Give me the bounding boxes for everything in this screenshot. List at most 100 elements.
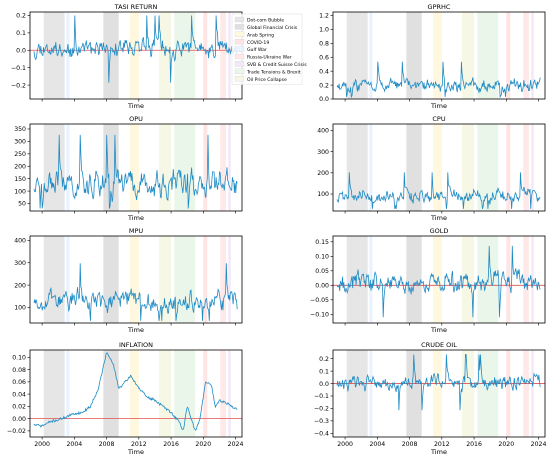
y-tick-label: −0.1 bbox=[314, 393, 329, 400]
shaded-period-0 bbox=[43, 236, 65, 323]
series-line bbox=[33, 352, 238, 431]
shaded-period-0 bbox=[346, 350, 368, 437]
y-tick-label: −0.2 bbox=[314, 406, 329, 413]
y-tick-label: −0.10 bbox=[310, 312, 329, 319]
shaded-period-5 bbox=[174, 12, 196, 99]
x-axis-label: Time bbox=[430, 102, 447, 110]
x-axis-label: Time bbox=[127, 326, 144, 334]
shaded-period-4 bbox=[461, 12, 475, 99]
shaded-period-8 bbox=[228, 350, 231, 437]
panel-0: TASI RETURN −0.2 −0.1 0.0 0.1 0.2 Time bbox=[11, 3, 243, 110]
x-tick-label: 2008 bbox=[99, 441, 115, 448]
shaded-period-3 bbox=[432, 12, 442, 99]
shaded-period-6 bbox=[203, 124, 208, 211]
legend-swatch bbox=[234, 53, 245, 60]
chart-title: INFLATION bbox=[119, 341, 153, 349]
shaded-period-6 bbox=[506, 12, 511, 99]
legend-swatch bbox=[234, 31, 245, 37]
y-tick-label: −0.02 bbox=[7, 428, 26, 435]
plot-frame bbox=[332, 123, 546, 212]
shaded-period-0 bbox=[43, 12, 65, 99]
shaded-period-2 bbox=[406, 12, 422, 99]
shaded-period-4 bbox=[461, 350, 475, 437]
shaded-period-6 bbox=[506, 350, 511, 437]
shaded-period-0 bbox=[346, 12, 368, 99]
shaded-period-2 bbox=[103, 350, 119, 437]
series-line bbox=[336, 245, 541, 318]
chart-title: OPU bbox=[129, 115, 143, 123]
panel-7: CRUDE OIL −0.4 −0.3 −0.2 −0.1 0.0 0.1 0.2 2000 20… bbox=[314, 341, 547, 456]
y-tick-label: 300 bbox=[14, 260, 26, 267]
y-tick-label: 0.15 bbox=[315, 239, 329, 246]
shaded-period-3 bbox=[129, 350, 139, 437]
y-tick-label: 350 bbox=[14, 126, 26, 133]
y-tick-label: 0.0 bbox=[319, 381, 329, 388]
y-tick-label: 0.2 bbox=[319, 356, 329, 363]
x-tick-label: 2000 bbox=[337, 441, 353, 448]
y-tick-label: 300 bbox=[14, 139, 26, 146]
chart-title: CRUDE OIL bbox=[421, 341, 457, 349]
chart-title: GOLD bbox=[430, 227, 449, 235]
x-tick-label: 2020 bbox=[498, 441, 514, 448]
shaded-period-1 bbox=[369, 12, 373, 99]
y-tick-label: 200 bbox=[317, 170, 329, 177]
shaded-period-7 bbox=[523, 350, 529, 437]
shaded-period-2 bbox=[406, 124, 422, 211]
plot-frame bbox=[29, 123, 243, 212]
shaded-period-3 bbox=[432, 124, 442, 211]
y-tick-label: 1.2 bbox=[319, 13, 329, 20]
x-tick-label: 2004 bbox=[66, 441, 82, 448]
series-line bbox=[336, 172, 541, 210]
legend-swatch bbox=[234, 39, 245, 45]
shaded-period-2 bbox=[406, 350, 422, 437]
y-tick-label: 150 bbox=[14, 176, 26, 183]
shaded-period-8 bbox=[531, 124, 534, 211]
y-tick-label: 200 bbox=[14, 163, 26, 170]
shaded-period-3 bbox=[432, 350, 442, 437]
chart-title: CPU bbox=[432, 115, 445, 123]
y-tick-label: 400 bbox=[317, 128, 329, 135]
y-tick-label: 100 bbox=[14, 188, 26, 195]
x-tick-label: 2004 bbox=[369, 441, 385, 448]
chart-title: MPU bbox=[129, 227, 144, 235]
y-tick-label: 0.2 bbox=[16, 13, 26, 20]
y-tick-label: 0.00 bbox=[315, 283, 329, 290]
shaded-period-0 bbox=[346, 124, 368, 211]
legend-label: SVB & Credit Suisse Crisis bbox=[247, 62, 307, 68]
x-axis-label: Time bbox=[127, 214, 144, 222]
shaded-period-3 bbox=[129, 12, 139, 99]
y-tick-label: 0.1 bbox=[16, 30, 26, 37]
shaded-period-7 bbox=[220, 236, 226, 323]
x-tick-label: 2016 bbox=[466, 441, 482, 448]
x-axis-label: Time bbox=[127, 102, 144, 110]
x-tick-label: 2012 bbox=[434, 441, 450, 448]
chart-title: GPRHC bbox=[428, 3, 451, 11]
x-tick-label: 2000 bbox=[34, 441, 50, 448]
y-tick-label: −0.4 bbox=[314, 430, 329, 437]
shaded-period-7 bbox=[220, 350, 226, 437]
x-tick-label: 2008 bbox=[402, 441, 418, 448]
plot-frame bbox=[332, 11, 546, 100]
legend-swatch bbox=[234, 68, 245, 74]
x-tick-label: 2016 bbox=[163, 441, 179, 448]
panel-4: MPU 100 200 300 400 Time bbox=[14, 227, 243, 334]
panel-1: GPRHC 0.0 0.2 0.4 0.6 0.8 1.0 1.2 Time bbox=[319, 3, 546, 110]
shaded-period-1 bbox=[369, 236, 373, 323]
shaded-period-7 bbox=[220, 124, 226, 211]
shaded-period-5 bbox=[477, 12, 499, 99]
x-axis-label: Time bbox=[127, 448, 144, 456]
x-tick-label: 2012 bbox=[131, 441, 147, 448]
panel-2: OPU 50 100 150 200 250 300 350 Time bbox=[14, 115, 243, 222]
y-tick-label: 400 bbox=[14, 238, 26, 245]
legend-swatch bbox=[234, 76, 245, 82]
y-tick-label: 0.2 bbox=[319, 82, 329, 89]
x-axis-label: Time bbox=[430, 214, 447, 222]
y-tick-label: −0.3 bbox=[314, 418, 329, 425]
y-tick-label: 0.8 bbox=[319, 41, 329, 48]
plot-frame bbox=[29, 235, 243, 324]
y-tick-label: 0.00 bbox=[12, 416, 26, 423]
legend-label: Dot-com Bubble bbox=[247, 18, 284, 24]
shaded-period-1 bbox=[66, 350, 70, 437]
y-tick-label: −0.2 bbox=[11, 82, 26, 89]
y-tick-label: 300 bbox=[317, 149, 329, 156]
